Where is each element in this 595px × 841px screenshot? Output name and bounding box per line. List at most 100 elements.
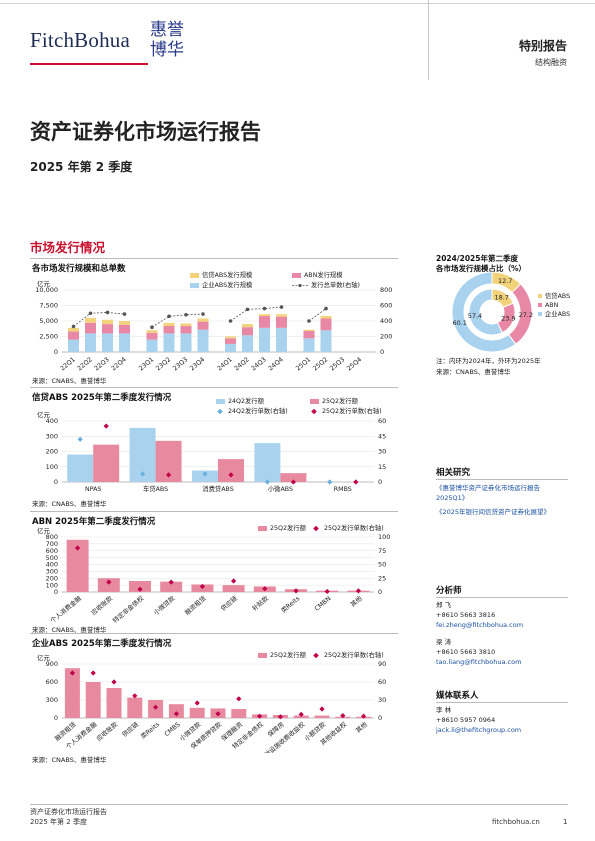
x-tick-label: 融资租赁: [183, 594, 208, 617]
x-tick-label: 24Q2: [233, 356, 251, 372]
bar-25q2: [231, 709, 247, 718]
y2-tick-label: 25: [378, 574, 386, 582]
donut-title-2: 各市场发行规模占比（%）: [436, 264, 527, 273]
legend-swatch: [538, 294, 542, 298]
media-contact: 李 林 +8610 5957 0964 jack.li@thefitchgrou…: [436, 705, 521, 735]
x-tick-label: 23Q2: [155, 356, 173, 372]
legend-label: 企业ABS: [545, 309, 570, 318]
bar-25q2: [85, 682, 101, 718]
marker-25q2-count: [293, 588, 299, 594]
y2-tick-label: 50: [378, 561, 386, 569]
bar-segment: [102, 319, 113, 325]
donut-source: 来源：CNABS、惠誉博华: [436, 368, 511, 376]
legend-label: 25Q2发行额: [322, 397, 359, 405]
donut-note: 注：内环为2024年，外环为2025年: [436, 357, 541, 365]
bar-segment: [146, 330, 158, 333]
research-link-1[interactable]: 《惠誉博华资产证券化市场运行报告2025Q1》: [436, 484, 540, 502]
chart1-title: 各市场发行规模和总单数: [32, 264, 126, 274]
y-tick-label: 0: [54, 588, 58, 596]
y-tick-label: 100: [46, 463, 58, 471]
bar-segment: [276, 327, 287, 352]
total-count-line: [230, 306, 282, 322]
chart3-source: 来源：CNABS、惠誉博华: [32, 626, 107, 634]
marker-25q2-count: [228, 472, 234, 478]
x-tick-label: 特定非金债权: [111, 593, 146, 623]
total-count-line: [73, 312, 125, 327]
legend-label: 25Q2发行单数(右轴): [324, 650, 384, 659]
total-count-point: [167, 314, 171, 319]
bar-segment: [68, 327, 79, 332]
y2-tick-label: 60: [378, 678, 386, 686]
footer-site[interactable]: fitchbohua.cn: [492, 818, 540, 826]
legend-marker: [217, 408, 223, 415]
analyst-email[interactable]: fei.zheng@fitchbohua.com: [436, 621, 524, 629]
legend-swatch: [538, 312, 542, 316]
y2-tick-label: 0: [380, 348, 384, 356]
y-tick-label: 300: [46, 696, 58, 704]
y-axis-unit: 亿元: [37, 279, 51, 288]
bar-segment: [180, 325, 192, 334]
bar-segment: [197, 321, 209, 330]
y2-tick-label: 45: [378, 432, 386, 440]
y-tick-label: 400: [46, 561, 58, 569]
total-count-point: [201, 312, 205, 316]
legend-label: 发行总单数(右轴): [311, 280, 360, 289]
legend-marker: [313, 652, 319, 659]
analyst-email[interactable]: tao.liang@fitchbohua.com: [436, 658, 522, 666]
y-tick-label: 700: [46, 540, 58, 548]
bar-segment: [180, 333, 192, 352]
page-number: 1: [563, 818, 568, 826]
bar-segment: [102, 333, 113, 352]
y-axis-unit: 亿元: [37, 410, 51, 419]
total-count-point: [245, 307, 250, 312]
total-count-point: [279, 305, 284, 309]
analyst-phone: +8610 5663 3816: [436, 611, 496, 619]
marker-25q2-count: [231, 578, 237, 584]
bar-segment: [163, 322, 175, 326]
y-axis-unit: 亿元: [37, 653, 51, 662]
bar-segment: [197, 329, 209, 352]
legend-label: 信贷ABS发行规模: [202, 270, 253, 279]
y-tick-label: 0: [54, 478, 58, 486]
outer-2025-label: 60.1: [452, 319, 466, 327]
total-count-point: [324, 306, 328, 311]
bar-segment: [225, 338, 236, 344]
y-tick-label: 500: [46, 554, 58, 562]
legend-label: ABN发行规模: [304, 270, 343, 279]
x-tick-label: 25Q3: [329, 356, 347, 372]
logo-line-1: 惠誉: [150, 20, 184, 40]
total-count-point: [105, 310, 110, 315]
media-rule: [436, 702, 568, 703]
bar-segment: [242, 335, 253, 352]
bar-segment: [163, 325, 175, 334]
x-tick-label: 保障房: [265, 720, 285, 739]
x-tick-label: 22Q4: [110, 356, 128, 372]
legend-label: 24Q2发行额: [228, 397, 265, 405]
chart3-top-rule: [30, 511, 398, 512]
total-count-point: [150, 325, 154, 329]
y2-tick-label: 0: [378, 588, 382, 596]
y-tick-label: 2,500: [39, 333, 58, 341]
brand-seal: 惠誉 博华: [146, 20, 188, 66]
report-type-block: 特别报告 结构融资: [519, 37, 567, 68]
legend-swatch: [190, 283, 199, 288]
marker-25q2-count: [353, 479, 359, 485]
legend-label: 25Q2发行单数(右轴): [322, 406, 382, 415]
bar-segment: [320, 330, 332, 352]
media-email[interactable]: jack.li@thefitchgroup.com: [436, 726, 522, 734]
bar-segment: [225, 343, 236, 352]
y-tick-label: 200: [46, 574, 58, 582]
bar-segment: [242, 327, 253, 336]
bar-25q2: [189, 707, 205, 718]
x-tick-label: 24Q3: [250, 356, 268, 372]
x-tick-label: 22Q2: [76, 356, 94, 372]
x-tick-label: 其他: [353, 719, 369, 734]
y2-tick-label: 400: [380, 317, 392, 325]
y-tick-label: 200: [46, 448, 58, 456]
bar-25q2: [168, 704, 184, 718]
marker-25q2-count: [324, 588, 330, 595]
research-link-2[interactable]: 《2025年银行间信贷资产证券化展望》: [436, 508, 551, 516]
report-type: 特别报告: [518, 39, 567, 53]
y2-tick-label: 100: [378, 533, 390, 541]
